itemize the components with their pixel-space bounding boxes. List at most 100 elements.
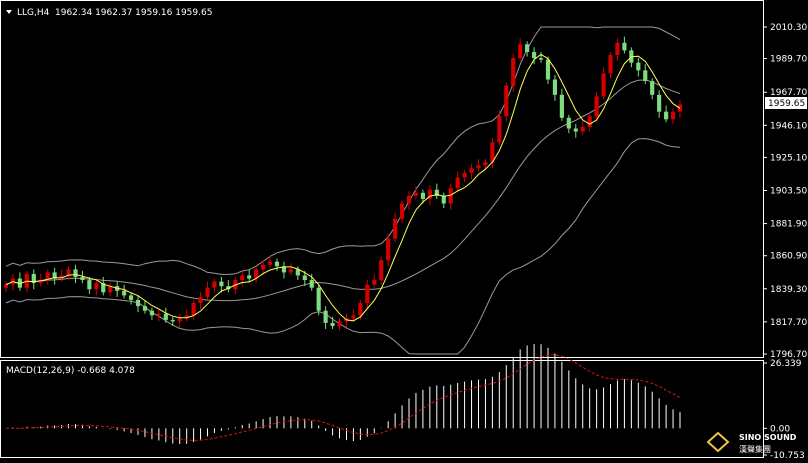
- candle-body: [441, 195, 446, 204]
- candle-body: [240, 275, 245, 281]
- candle-body: [351, 315, 356, 319]
- candle-body: [288, 269, 293, 273]
- macd-label: MACD(12,26,9) -0.668 4.078: [6, 366, 135, 376]
- candle-body: [511, 58, 516, 86]
- candle-body: [372, 280, 377, 285]
- candle-body: [59, 275, 64, 279]
- candle-body: [365, 284, 370, 304]
- candle-body: [399, 203, 405, 219]
- price-panel-border: [0, 0, 764, 358]
- macd-panel-border: [0, 360, 764, 458]
- candle-body: [538, 58, 544, 60]
- candle-body: [434, 189, 439, 196]
- candle-body: [205, 287, 210, 297]
- candle-body: [66, 269, 71, 276]
- candle-body: [448, 188, 453, 204]
- current-price-marker: 1959.65: [765, 97, 807, 109]
- candle-body: [545, 59, 551, 80]
- candle-body: [650, 81, 655, 95]
- candle-body: [135, 299, 141, 307]
- candle-body: [420, 192, 425, 199]
- candle-body: [323, 310, 328, 323]
- candle-body: [483, 162, 488, 166]
- candle-body: [156, 313, 161, 316]
- candle-body: [393, 218, 398, 239]
- price-tick-label: 1839.30: [770, 285, 807, 295]
- price-tick-label: 2010.30: [770, 23, 807, 33]
- candle-body: [594, 96, 599, 117]
- candle-body: [149, 310, 155, 316]
- macd-tick-label: 26.339: [770, 359, 802, 369]
- macd-histogram: [5, 344, 681, 445]
- price-tick-label: 1925.10: [770, 153, 807, 163]
- candle-body: [636, 62, 641, 71]
- price-tick-label: 1989.70: [770, 55, 807, 65]
- candle-body: [386, 238, 391, 261]
- macd-signal-line: [5, 354, 681, 441]
- price-tick-label: 1881.90: [770, 220, 807, 230]
- candle-body: [622, 42, 627, 51]
- candle-body: [219, 281, 224, 287]
- candle-body: [52, 272, 57, 279]
- watermark-brand: SINO SOUND: [739, 433, 797, 442]
- chart-header: LLG,H4 1962.34 1962.37 1959.16 1959.65: [6, 8, 212, 18]
- price-tick-label: 1796.70: [770, 350, 807, 360]
- moving-average-line: [5, 53, 681, 322]
- candle-body: [587, 116, 592, 127]
- candle-body: [247, 275, 252, 279]
- candle-body: [670, 111, 676, 120]
- candle-body: [615, 42, 620, 56]
- macd-tick-label: 0.00: [770, 424, 790, 434]
- candle-body: [281, 266, 287, 273]
- candle-body: [198, 296, 203, 304]
- candle-body: [504, 85, 509, 117]
- candle-body: [177, 318, 182, 322]
- candle-body: [664, 111, 669, 120]
- candle-body: [497, 116, 502, 143]
- candle-body: [406, 195, 412, 204]
- watermark-sub: 漢聲集團: [739, 444, 771, 454]
- candle-body: [184, 315, 189, 319]
- candle-body: [101, 283, 106, 293]
- candle-body: [122, 290, 127, 296]
- candle-body: [552, 79, 558, 95]
- watermark-logo: SINO SOUND 漢聲集團: [706, 431, 797, 454]
- candle-body: [261, 264, 266, 270]
- candle-body: [254, 269, 259, 279]
- candle-body: [358, 303, 363, 316]
- candle-body: [170, 319, 175, 322]
- candle-body: [476, 165, 481, 169]
- candle-body: [73, 269, 78, 277]
- candle-body: [330, 322, 335, 326]
- price-tick-label: 1967.70: [770, 88, 807, 98]
- candle-body: [337, 321, 342, 326]
- candle-body: [559, 94, 564, 118]
- candle-body: [490, 142, 495, 163]
- bollinger-lower: [5, 138, 681, 355]
- macd-axis: 26.339 0.00 -10.753: [763, 359, 805, 461]
- macd-tick-label: -10.753: [770, 451, 805, 459]
- price-tick-label: 1817.70: [770, 318, 807, 328]
- candle-body: [427, 189, 432, 199]
- candle-body: [142, 306, 148, 311]
- price-axis: 2010.30 1989.70 1967.70 1946.10 1925.10 1903.…: [763, 23, 807, 360]
- candle-body: [525, 44, 530, 52]
- candle-body: [518, 44, 523, 59]
- candle-body: [191, 303, 196, 316]
- dropdown-triangle-icon[interactable]: [6, 10, 12, 14]
- candle-body: [643, 70, 648, 82]
- candle-body: [45, 272, 50, 281]
- candle-body: [38, 280, 43, 284]
- candle-body: [163, 313, 168, 320]
- ohlc-readout: 1962.34 1962.37 1959.16 1959.65: [55, 8, 212, 18]
- candle-body: [379, 260, 384, 281]
- price-tick-label: 1946.10: [770, 121, 807, 131]
- candle-body: [580, 126, 585, 132]
- candle-body: [309, 280, 314, 288]
- price-tick-label: 1860.90: [770, 252, 807, 262]
- moving-average: [5, 53, 681, 322]
- candle-body: [469, 168, 474, 173]
- candle-body: [413, 192, 419, 196]
